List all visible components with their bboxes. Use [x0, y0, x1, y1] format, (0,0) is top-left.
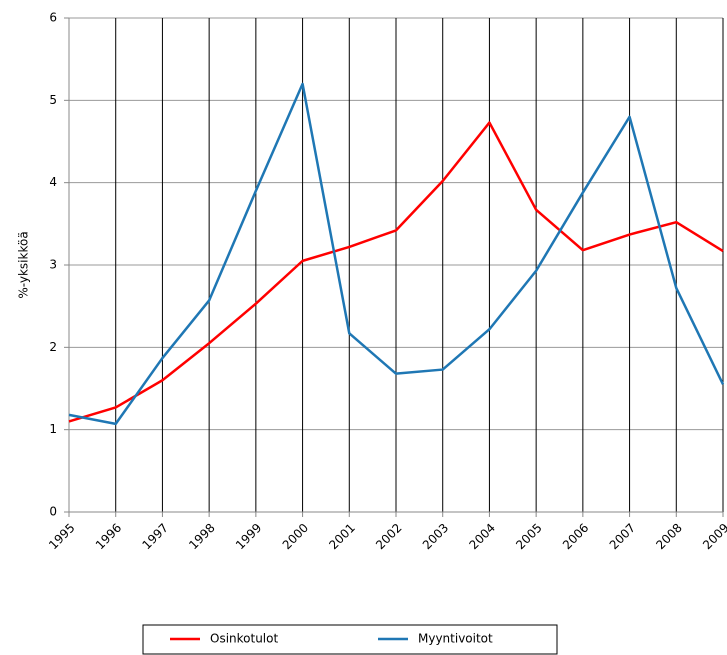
- y-tick-label: 6: [49, 11, 57, 25]
- x-tick-label: 1999: [233, 521, 264, 552]
- legend-label: Osinkotulot: [210, 632, 278, 646]
- legend-box: [142, 624, 558, 655]
- x-tick-label: 2000: [280, 521, 311, 552]
- y-tick-label: 0: [49, 505, 57, 519]
- y-tick-label: 2: [49, 340, 57, 354]
- legend-label: Myyntivoitot: [418, 632, 493, 646]
- x-tick-label: 2007: [607, 521, 638, 552]
- x-tick-label: 2005: [513, 521, 544, 552]
- x-tick-label: 1996: [93, 521, 124, 552]
- x-tick-label: 1997: [140, 521, 171, 552]
- x-tick-label: 2003: [420, 521, 451, 552]
- y-tick-label: 3: [49, 258, 57, 272]
- y-tick-label: 4: [49, 175, 57, 189]
- x-tick-label: 2004: [467, 521, 498, 552]
- x-tick-label: 2001: [326, 521, 357, 552]
- x-tick-label: 2006: [560, 521, 591, 552]
- x-tick-label: 2002: [373, 521, 404, 552]
- x-tick-label: 2009: [700, 521, 727, 552]
- x-tick-label: 1998: [186, 521, 217, 552]
- line-series: [68, 121, 724, 423]
- x-tick-label: 2008: [653, 521, 684, 552]
- y-tick-label: 5: [49, 93, 57, 107]
- y-tick-label: 1: [49, 422, 57, 436]
- x-tick-label: 1995: [46, 521, 77, 552]
- line-series: [68, 82, 725, 426]
- y-axis-label: %-yksikköä: [17, 231, 31, 298]
